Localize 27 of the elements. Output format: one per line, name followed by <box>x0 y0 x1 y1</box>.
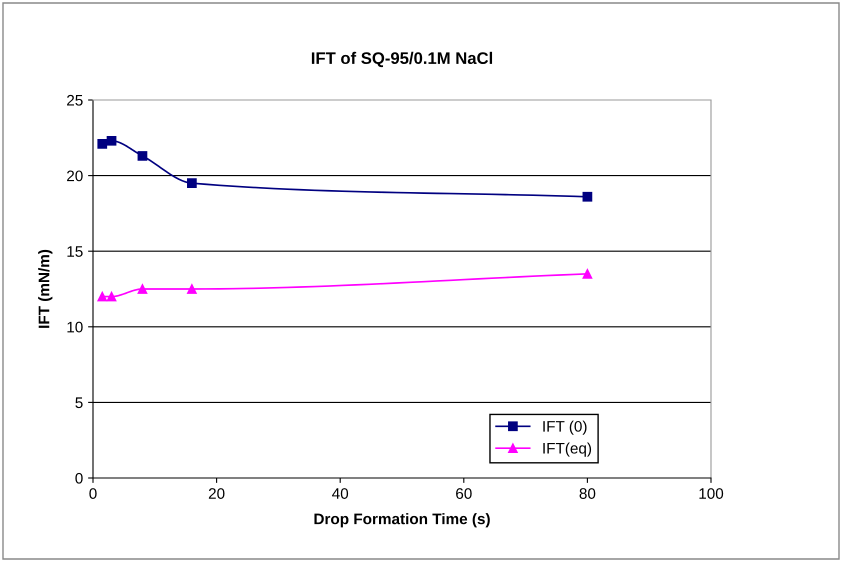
point <box>582 269 592 279</box>
x-tick-label: 100 <box>699 488 724 499</box>
x-tick-label: 40 <box>332 488 348 499</box>
x-tick-label: 80 <box>580 488 596 499</box>
y-axis-title: IFT (mN/m) <box>38 250 52 328</box>
point <box>582 192 592 202</box>
y-tick-label: 10 <box>67 322 83 332</box>
point <box>138 284 148 294</box>
point <box>106 136 116 146</box>
x-tick-label: 0 <box>89 488 97 499</box>
point <box>138 151 148 161</box>
point <box>97 292 108 302</box>
legend-label: IFT (0) <box>543 420 587 435</box>
point <box>106 292 116 302</box>
y-tick-label: 25 <box>67 94 83 106</box>
point <box>187 178 197 188</box>
y-tick-label: 15 <box>67 246 83 257</box>
chart-title: IFT of SQ-95/0.1M NaCl <box>312 52 492 68</box>
legend-label: IFT(eq) <box>543 442 592 457</box>
x-axis-title: Drop Formation Time (s) <box>314 513 490 528</box>
point <box>97 138 108 149</box>
x-tick-label: 20 <box>208 488 224 499</box>
y-tick-label: 0 <box>75 472 83 484</box>
y-tick-label: 20 <box>67 170 83 182</box>
x-tick-label: 60 <box>456 488 472 499</box>
y-tick-label: 5 <box>75 397 83 408</box>
point <box>187 284 197 294</box>
